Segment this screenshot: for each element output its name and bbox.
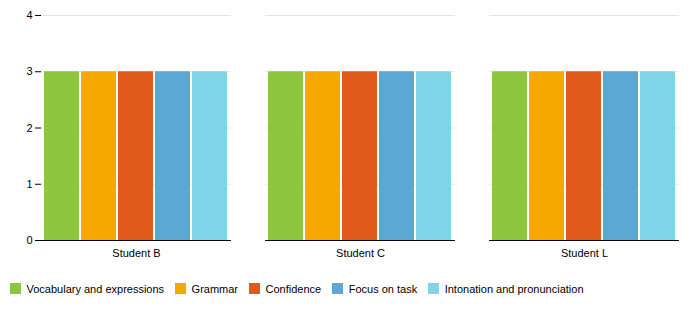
svg-text:2: 2	[26, 122, 32, 134]
svg-text:Student L: Student L	[561, 247, 608, 259]
svg-text:1: 1	[26, 178, 32, 190]
svg-text:Student B: Student B	[112, 247, 160, 259]
html-text:Vocabulary and expressions: Vocabulary and expressions	[26, 282, 165, 295]
html-text:Focus on task: Focus on task	[348, 282, 418, 295]
svg-text:4: 4	[26, 9, 32, 21]
svg-text:0: 0	[26, 234, 32, 246]
html-text:Grammar: Grammar	[191, 282, 238, 295]
html-text:Confidence: Confidence	[265, 282, 322, 295]
html-text:Intonation and pronunciation: Intonation and pronunciation	[444, 282, 584, 295]
svg-text:Student C: Student C	[336, 247, 385, 259]
svg-text:3: 3	[26, 65, 32, 77]
